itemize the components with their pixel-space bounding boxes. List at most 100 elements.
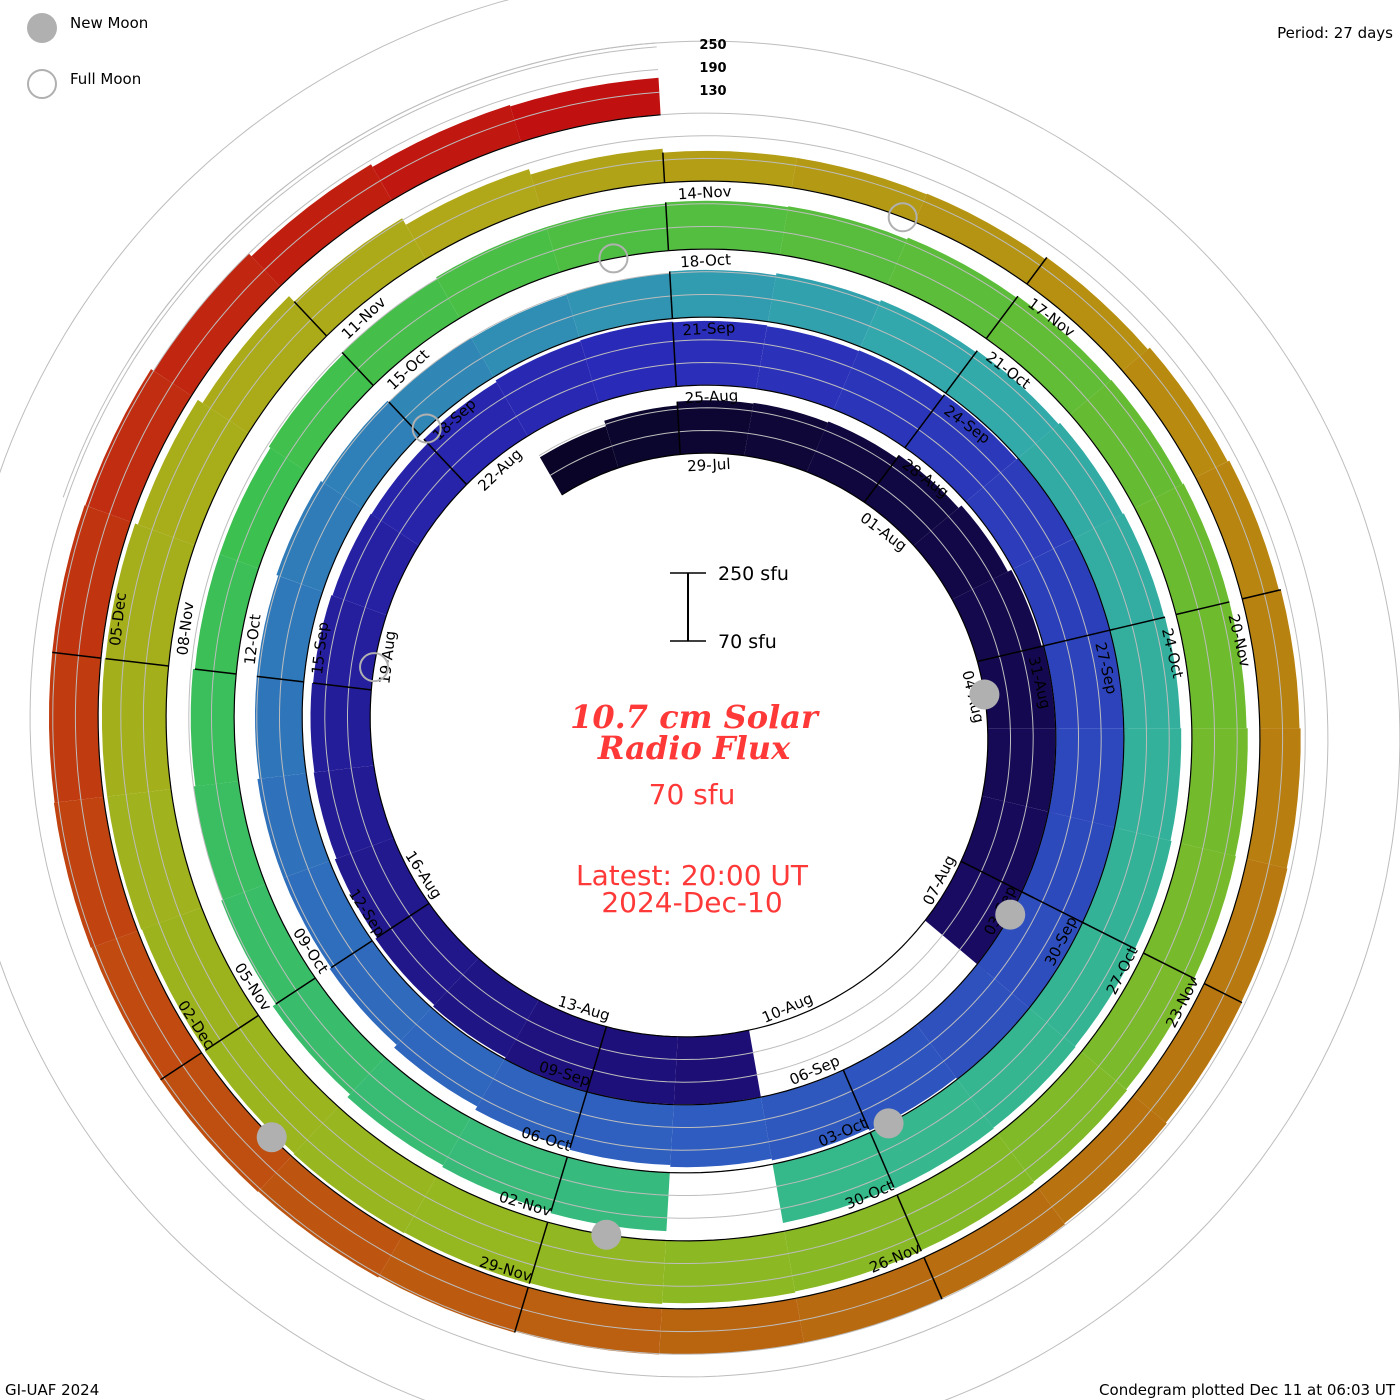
flux-bar — [550, 1157, 670, 1232]
flux-bar — [1114, 728, 1182, 841]
flux-bar — [1082, 827, 1172, 949]
date-label: 12-Oct — [241, 613, 265, 666]
day-separator — [1109, 616, 1166, 631]
flux-bar — [673, 1030, 761, 1105]
flux-bar — [313, 595, 387, 690]
day-separator — [194, 668, 237, 675]
moon-markers — [256, 202, 1026, 1250]
flux-bar — [860, 300, 977, 394]
day-separator — [586, 1026, 608, 1093]
flux-bar — [190, 668, 239, 787]
day-separator — [275, 977, 316, 1005]
flux-bar — [313, 765, 394, 859]
latest-time: Latest: 20:00 UT — [576, 859, 809, 892]
new-moon-marker — [256, 1122, 287, 1153]
day-separator — [662, 152, 666, 183]
day-separator — [256, 675, 304, 683]
level-arc-190 — [52, 69, 1306, 1355]
flux-bar — [202, 296, 327, 434]
flux-bar — [604, 405, 681, 468]
flux-bar — [375, 903, 479, 1005]
day-separator — [569, 1091, 588, 1149]
day-separator — [676, 401, 681, 455]
flux-bar — [141, 907, 259, 1051]
flux-bar — [767, 273, 881, 347]
flux-bar — [982, 728, 1059, 813]
flux-bar — [219, 447, 306, 569]
flux-bar — [372, 105, 521, 201]
flux-bar — [256, 575, 323, 682]
flux-bar — [423, 382, 528, 485]
flux-bar — [1018, 422, 1123, 539]
flux-bar — [997, 1051, 1128, 1182]
date-label: 25-Aug — [684, 386, 738, 407]
flux-bar — [442, 1117, 568, 1212]
flux-bar — [204, 1015, 339, 1154]
flux-bar — [744, 402, 828, 472]
level-arcs — [29, 46, 1329, 1378]
day-separator — [977, 645, 1044, 663]
flux-bar — [475, 1059, 587, 1148]
flux-bar — [471, 294, 580, 378]
flux-bar — [1134, 483, 1230, 615]
flux-bar — [514, 1287, 662, 1355]
flux-bar — [669, 269, 777, 322]
flux-bar — [52, 505, 131, 659]
day-separator — [1175, 601, 1230, 616]
flux-bar — [945, 350, 1059, 459]
day-separator — [896, 1194, 922, 1252]
flux-bar — [1043, 629, 1128, 729]
day-separator — [671, 322, 678, 387]
level-label-130: 130 — [699, 84, 726, 99]
day-separator — [904, 394, 946, 449]
flux-bar — [662, 1231, 796, 1304]
flux-bar — [665, 200, 789, 255]
flux-bar — [1081, 953, 1196, 1090]
flux-bar — [677, 400, 754, 456]
flux-bar — [977, 645, 1056, 729]
new-moon-marker — [873, 1108, 904, 1139]
flux-bar — [504, 1000, 607, 1092]
scale-bar-bottom-label: 70 sfu — [718, 631, 777, 653]
new-moon-marker — [591, 1219, 622, 1250]
new-moon-marker — [969, 679, 1000, 710]
day-separator — [1242, 589, 1282, 600]
flux-bar — [272, 978, 385, 1095]
day-separator — [52, 651, 102, 659]
flux-bar — [510, 77, 661, 142]
level-label-190: 190 — [699, 61, 726, 76]
flux-bar — [916, 964, 1030, 1080]
flux-bar — [1143, 843, 1236, 979]
flux-bar — [137, 399, 249, 546]
day-separator — [960, 860, 1034, 899]
flux-bar — [1122, 347, 1228, 478]
flux-bar — [1247, 728, 1301, 869]
day-separator — [842, 1069, 870, 1130]
flux-bar — [1242, 589, 1300, 729]
date-label: 21-Sep — [682, 318, 736, 339]
full-moon-marker — [359, 652, 390, 683]
day-separator — [376, 902, 430, 939]
flux-bar — [672, 320, 768, 389]
flux-bar — [293, 1106, 437, 1234]
day-separator — [668, 271, 674, 319]
flux-bar — [913, 505, 1008, 600]
flux-bar — [194, 554, 259, 674]
day-separator — [1143, 952, 1197, 981]
flux-bar — [394, 1007, 505, 1107]
day-separator — [923, 1257, 943, 1300]
flux-bar — [796, 1257, 942, 1343]
flux-bar — [1133, 983, 1242, 1123]
chart-title-line2: Radio Flux — [597, 729, 791, 767]
day-separator — [204, 1014, 259, 1051]
flux-bar — [433, 958, 539, 1058]
day-separator — [1203, 982, 1243, 1004]
flux-bar — [870, 1079, 994, 1189]
flux-bar — [1195, 460, 1279, 599]
flux-bar — [659, 1298, 804, 1355]
date-label: 18-Oct — [680, 250, 732, 271]
flux-bar — [1180, 728, 1248, 857]
day-separator — [388, 401, 421, 436]
full-moon-marker — [887, 202, 918, 233]
flux-bar — [904, 394, 1017, 502]
